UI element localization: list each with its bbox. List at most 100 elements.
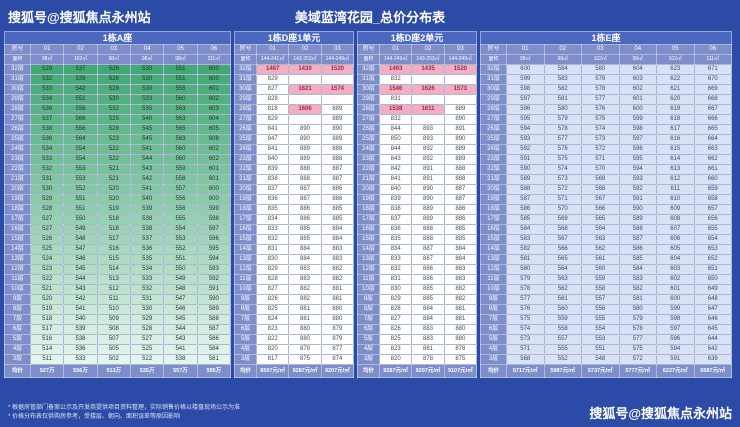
price-cell: 850 [378,134,413,145]
price-cell: 556 [163,204,198,215]
area-value: 144-249㎡ [378,54,413,65]
floor-label: 22层 [480,164,507,175]
price-cell: 837 [378,214,413,225]
table-row: 25层 847 890 889 [234,134,355,145]
table-title-d2: 1栋D座2单元 [357,31,477,44]
price-cell: 891 [443,124,478,135]
floor-label: 11层 [234,274,257,285]
price-cell: 890 [288,134,322,145]
price-cell [288,114,322,125]
price-cell: 553 [63,164,98,175]
table-row: 11层 831 886 883 [357,274,478,285]
price-cell: 533 [29,154,65,165]
floor-label: 3层 [480,354,507,365]
floor-label: 11层 [357,274,380,285]
price-cell: 826 [378,324,413,335]
table-row: 25层 850 893 890 [357,134,478,145]
price-cell: 596 [656,334,695,345]
price-cell [320,94,355,105]
price-cell: 884 [443,254,478,265]
price-cell: 889 [288,154,322,165]
floor-label: 8层 [357,304,380,315]
price-cell: 1430 [288,64,322,75]
price-cell: 825 [378,334,413,345]
price-cell: 570 [543,204,582,215]
floor-label: 13层 [4,254,31,265]
price-cell: 556 [581,304,620,315]
price-cell: 880 [288,334,322,345]
price-cell: 599 [196,204,232,215]
price-cell: 878 [443,344,478,355]
table-row: 25层 593 577 573 597 616 664 [480,134,732,145]
price-cell: 520 [96,184,131,195]
price-cell: 882 [443,294,478,305]
floor-label: 17层 [234,214,257,225]
table-row: 23层 840 889 888 [234,154,355,165]
price-cell: 887 [288,184,322,195]
price-cell: 551 [163,254,198,265]
table-row: 12层 829 883 882 [234,264,355,275]
price-cell: 581 [618,294,657,305]
price-cell: 511 [96,294,131,305]
price-cell: 554 [63,144,98,155]
price-cell: 829 [255,114,290,125]
table-row: 21层 838 888 887 [234,174,355,185]
price-cell: 528 [129,324,165,335]
floor-label: 30层 [4,84,31,95]
price-cell: 604 [196,114,232,125]
price-cell: 541 [129,184,165,195]
price-cell: 670 [693,74,732,85]
price-cell: 545 [129,124,165,135]
floor-label: 18层 [234,204,257,215]
price-cell: 532 [29,74,65,85]
price-cell: 884 [320,234,355,245]
floor-label: 10层 [357,284,380,295]
floor-label: 21层 [234,174,257,185]
price-cell: 534 [29,144,65,155]
price-cell: 596 [506,104,545,115]
price-cell: 827 [255,284,290,295]
price-cell: 887 [411,244,445,255]
price-cell: 542 [63,294,98,305]
price-cell: 1487 [255,64,290,75]
price-cell: 569 [581,174,620,185]
price-cell: 885 [443,234,478,245]
table-row: 21层 589 573 569 593 612 660 [480,174,732,185]
price-cell: 657 [693,204,732,215]
average-value: 6587元/㎡ [693,364,732,378]
price-cell: 532 [96,104,131,115]
price-cell: 559 [581,274,620,285]
floor-label: 11层 [4,274,31,285]
price-cell: 531 [129,294,165,305]
price-cell: 547 [63,244,98,255]
table-row: 13层 581 565 561 585 604 652 [480,254,732,265]
price-cell: 667 [693,104,732,115]
price-cell: 590 [506,164,545,175]
price-table-d1: 房号 01 02 03 面积 144-241㎡ 143-253㎡ 144-249㎡ 32层 148… [234,44,355,378]
floor-label: 17层 [480,214,507,225]
table-title-d1: 1栋D座1单元 [234,31,354,44]
price-cell: 543 [63,284,98,295]
floor-label: 25层 [234,134,257,145]
price-cell: 537 [63,64,98,75]
floor-label: 5层 [357,334,380,345]
price-cell: 552 [163,244,198,255]
price-cell: 589 [618,214,657,225]
area-header-row: 面积 98㎡ 98㎡ 102㎡ 98㎡ 102㎡ 111㎡ [480,54,732,65]
table-row: 26层 844 893 891 [357,124,478,135]
price-cell: 583 [543,74,582,85]
price-cell: 589 [196,304,232,315]
price-cell: 604 [618,64,657,75]
table-row: 27层 829 889 [234,114,355,125]
table-row: 31层 832 [357,74,478,85]
table-row: 26层 594 578 574 598 617 665 [480,124,732,135]
price-cell: 828 [255,274,290,285]
column-header: 02 [63,44,98,55]
table-row: 9层 826 882 881 [234,294,355,305]
price-cell: 567 [581,194,620,205]
price-cell: 602 [196,154,232,165]
price-cell: 574 [543,164,582,175]
price-cell: 885 [320,204,355,215]
price-cell: 586 [506,204,545,215]
price-cell: 890 [411,194,445,205]
